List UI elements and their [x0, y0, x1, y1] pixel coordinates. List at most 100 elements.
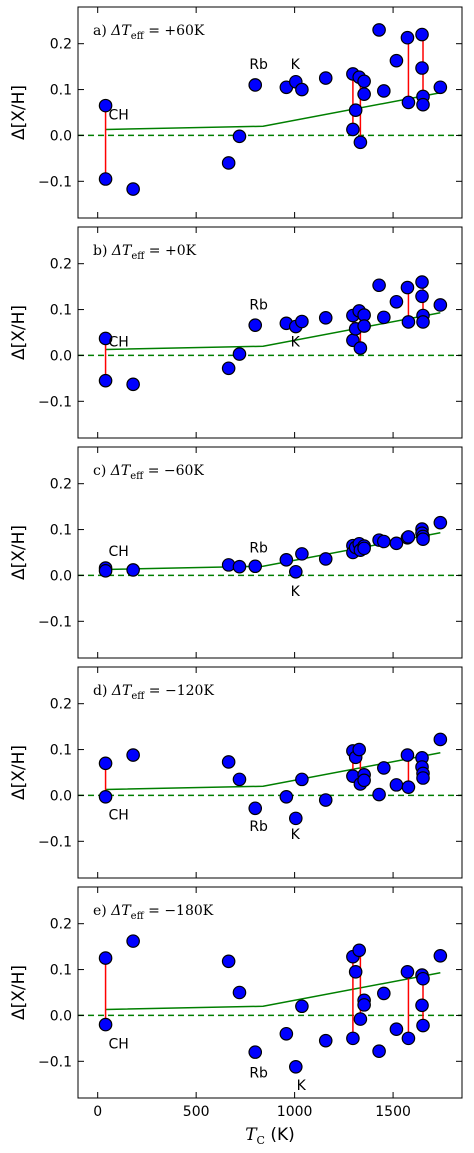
data-point — [279, 1026, 294, 1041]
axes-frame — [77, 666, 463, 879]
data-point — [126, 748, 140, 762]
data-point — [98, 172, 113, 186]
annotation-k: K — [291, 334, 301, 350]
data-point — [295, 772, 309, 787]
y-tick-label: −0.1 — [38, 394, 72, 410]
data-point — [416, 532, 430, 546]
data-point — [126, 182, 140, 196]
annotation-rb: Rb — [249, 298, 268, 314]
data-point — [415, 289, 429, 304]
panel-2: −0.1 0.0 0.1 0.2 Δ[X/H] b) ΔTeff = +0K CH Rb K — [9, 226, 463, 439]
annotation-k: K — [291, 584, 301, 600]
annotation-rb: Rb — [249, 57, 268, 73]
data-point — [232, 347, 247, 361]
y-tick-label: −0.1 — [38, 174, 72, 190]
data-point — [357, 87, 371, 101]
data-point — [416, 97, 430, 112]
annotation-k: K — [291, 827, 301, 843]
x-tick-label: 1000 — [277, 1104, 313, 1120]
data-point — [353, 135, 368, 150]
trend-line — [105, 972, 441, 1011]
y-tick-label: 0.1 — [50, 303, 72, 319]
data-point — [295, 314, 309, 329]
data-point — [318, 311, 333, 325]
data-point — [98, 331, 113, 346]
y-tick-label: −0.1 — [38, 834, 72, 850]
y-axis-title: Δ[X/H] — [9, 965, 29, 1020]
data-point — [400, 965, 415, 979]
data-point — [98, 98, 113, 113]
y-tick-label: 0.0 — [50, 568, 72, 584]
data-point — [433, 515, 448, 530]
data-point — [248, 559, 263, 574]
annotation-ch: CH — [109, 1036, 129, 1052]
data-point — [372, 787, 386, 802]
data-point — [353, 1012, 368, 1026]
data-point — [400, 280, 415, 295]
data-point — [98, 951, 113, 965]
x-tick-label: 0 — [93, 1104, 102, 1120]
data-point — [377, 761, 391, 775]
data-point — [232, 129, 247, 144]
annotation-rb: Rb — [249, 541, 268, 557]
panel-title: c) ΔTeff = −60K — [93, 463, 204, 482]
panel-3: −0.1 0.0 0.1 0.2 Δ[X/H] c) ΔTeff = −60K CH Rb K — [9, 446, 463, 659]
data-point — [98, 756, 113, 771]
trend-line — [105, 532, 441, 571]
y-tick-label: 0.0 — [50, 1008, 72, 1024]
axes-frame — [77, 886, 463, 1099]
data-point — [357, 773, 371, 788]
data-point — [288, 564, 303, 579]
data-point — [416, 315, 430, 329]
y-tick-label: 0.1 — [50, 963, 72, 979]
data-point — [416, 1018, 430, 1033]
y-tick-label: −0.1 — [38, 614, 72, 630]
data-point — [400, 30, 415, 45]
data-point — [221, 156, 236, 170]
data-point — [248, 78, 263, 92]
data-point — [433, 80, 448, 95]
data-point — [377, 534, 391, 549]
data-point — [389, 53, 404, 68]
x-axis-title: TC (K) — [245, 1125, 295, 1147]
y-axis-title: Δ[X/H] — [9, 525, 29, 580]
data-point — [372, 1044, 386, 1059]
panel-title: d) ΔTeff = −120K — [93, 683, 214, 702]
data-point — [318, 1033, 333, 1048]
data-point — [295, 547, 309, 561]
data-point — [401, 95, 416, 110]
data-point — [357, 998, 371, 1012]
data-point — [126, 377, 140, 392]
panel-5: −0.1 0.0 0.1 0.2 0 500 1000 1500 Δ[X/H] e) ΔTeff … — [9, 886, 463, 1147]
data-point — [295, 999, 309, 1014]
data-point — [389, 778, 404, 792]
y-tick-label: 0.0 — [50, 348, 72, 364]
annotation-ch: CH — [109, 107, 129, 123]
annotation-k: K — [291, 57, 301, 73]
data-point — [389, 294, 404, 309]
annotation-ch: CH — [109, 544, 129, 560]
panel-4: −0.1 0.0 0.1 0.2 Δ[X/H] d) ΔTeff = −120K CH Rb K — [9, 666, 463, 879]
data-point — [352, 742, 367, 757]
y-tick-label: 0.2 — [50, 697, 72, 713]
data-point — [389, 1022, 404, 1036]
data-point — [221, 755, 236, 769]
data-point — [433, 949, 448, 963]
trend-line — [105, 92, 441, 131]
data-point — [372, 278, 386, 293]
data-point — [401, 530, 416, 544]
annotation-rb: Rb — [249, 1065, 268, 1081]
data-point — [377, 84, 391, 98]
data-point — [352, 943, 367, 958]
data-point — [98, 1017, 113, 1032]
data-point — [248, 1045, 263, 1059]
data-point — [232, 985, 247, 1000]
x-tick-label: 500 — [183, 1104, 210, 1120]
data-point — [400, 748, 415, 762]
data-point — [221, 361, 236, 376]
data-point — [295, 82, 309, 97]
data-point — [279, 553, 294, 567]
panel-title: b) ΔTeff = +0K — [93, 243, 197, 262]
data-point — [288, 811, 303, 826]
